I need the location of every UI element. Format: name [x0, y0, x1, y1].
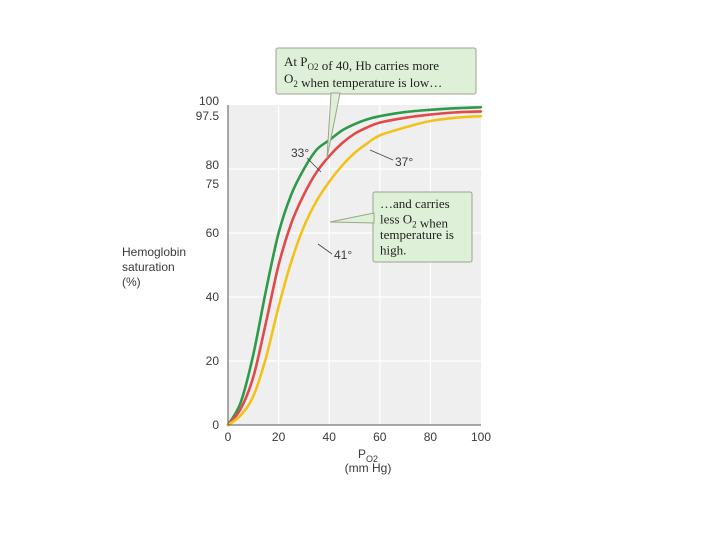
x-tick-label: 20: [272, 430, 286, 444]
y-tick-label: 60: [206, 226, 220, 240]
axes: [227, 105, 481, 426]
annotation-upper-text: At PO2 of 40, Hb carries more O2 when tem…: [284, 54, 442, 90]
annotation-callouts: At PO2 of 40, Hb carries more O2 when tem…: [275, 47, 477, 263]
subscript: 2: [412, 220, 417, 230]
series-label-37: 37°: [395, 155, 413, 169]
annotation-text-segment: At P: [284, 54, 307, 69]
x-axis-label-sub: O2: [366, 454, 378, 464]
annotation-upper: At PO2 of 40, Hb carries more O2 when tem…: [275, 47, 477, 159]
annotation-line: …and carries: [380, 196, 450, 211]
y-tick-label: 100: [199, 94, 219, 108]
annotation-upper-pointer: [326, 92, 341, 159]
annotation-text-segment: of 40, Hb carries more: [318, 58, 439, 73]
y-tick-label: 80: [206, 158, 220, 172]
series-line-1: [226, 110, 483, 427]
y-tick-label: 40: [206, 290, 220, 304]
x-tick-label: 0: [225, 430, 232, 444]
annotation-line: At PO2 of 40, Hb carries more: [284, 54, 439, 73]
series-line-2: [226, 114, 483, 427]
series-label-leader-41: [317, 243, 333, 255]
annotation-lower-pointer: [329, 212, 375, 224]
subscript: 2: [293, 79, 298, 89]
y-axis-label-line-1: Hemoglobin: [122, 245, 186, 259]
subscript: O2: [307, 62, 318, 72]
series-label-33: 33°: [291, 146, 309, 160]
annotation-line: high.: [380, 243, 406, 258]
y-tick-label: 0: [212, 418, 219, 432]
series-labels: 33° 37° 41°: [291, 146, 413, 262]
y-tick-label: 75: [206, 177, 220, 191]
series-label-leader-33: [306, 157, 322, 173]
x-axis-units: (mm Hg): [345, 461, 392, 475]
annotation-lower-text: …and carries less O2 when temperature is hi…: [380, 196, 454, 258]
x-axis-label-main: P: [358, 447, 366, 461]
series-label-leader-37: [369, 149, 394, 161]
annotation-text-segment: temperature is: [380, 227, 454, 242]
annotation-text-segment: less O: [380, 212, 412, 227]
y-axis-label: Hemoglobin saturation (%): [122, 245, 189, 289]
annotation-lower-box: [372, 191, 473, 263]
y-axis-label-line-2: saturation: [122, 260, 175, 274]
annotation-text-segment: O: [284, 71, 293, 86]
annotation-upper-box: [275, 47, 477, 95]
annotation-text-segment: high.: [380, 243, 406, 258]
annotation-line: less O2 when: [380, 212, 449, 231]
annotation-text-segment: …and carries: [380, 196, 450, 211]
y-tick-label: 97.5: [196, 109, 220, 123]
annotation-text-segment: when: [417, 216, 449, 231]
annotation-lower: …and carries less O2 when temperature is hi…: [329, 191, 473, 263]
x-tick-labels: 0 20 40 60 80 100: [225, 430, 492, 444]
x-tick-label: 100: [471, 430, 491, 444]
x-tick-label: 40: [323, 430, 337, 444]
y-tick-label: 20: [206, 354, 220, 368]
x-tick-label: 60: [373, 430, 387, 444]
series-label-41: 41°: [334, 248, 352, 262]
x-tick-label: 80: [424, 430, 438, 444]
x-axis-label: PO2: [358, 447, 378, 464]
y-axis-label-line-3: (%): [122, 275, 141, 289]
annotation-line: temperature is: [380, 227, 454, 242]
annotation-text-segment: when temperature is low…: [298, 75, 442, 90]
annotation-line: O2 when temperature is low…: [284, 71, 442, 90]
